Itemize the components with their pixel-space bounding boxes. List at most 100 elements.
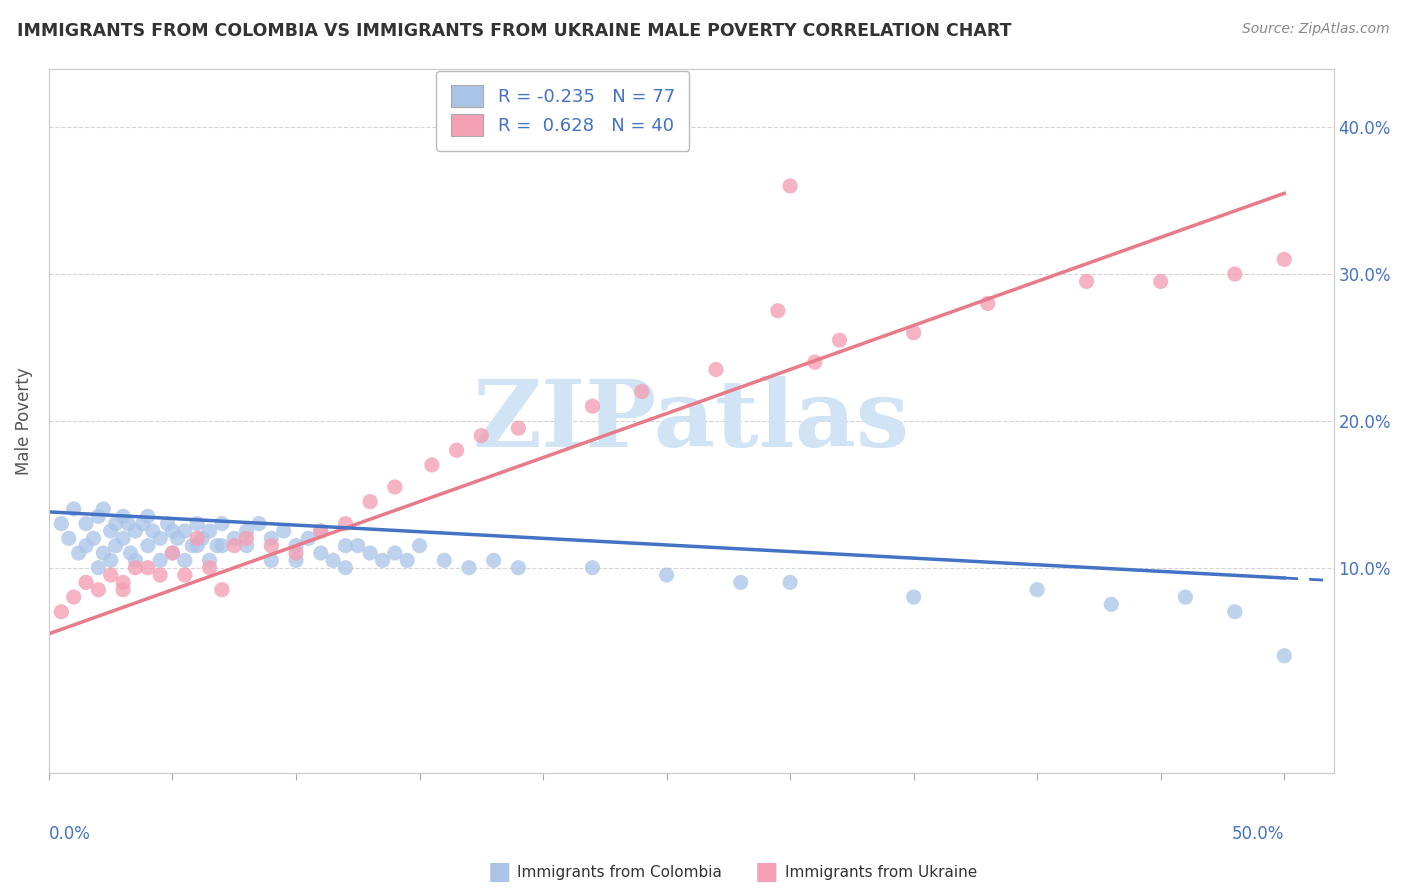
Point xyxy=(136,539,159,553)
Point xyxy=(335,516,357,531)
Point xyxy=(186,539,208,553)
Point xyxy=(166,532,188,546)
Point xyxy=(104,516,127,531)
Point xyxy=(142,524,165,538)
Point xyxy=(766,303,789,318)
Point xyxy=(124,560,146,574)
Point xyxy=(396,553,419,567)
Point xyxy=(136,560,159,574)
Point xyxy=(631,384,654,399)
Point xyxy=(384,546,406,560)
Point xyxy=(149,532,172,546)
Point xyxy=(211,516,233,531)
Point xyxy=(346,539,368,553)
Point xyxy=(420,458,443,472)
Point xyxy=(371,553,394,567)
Point xyxy=(309,524,332,538)
Point xyxy=(309,524,332,538)
Point xyxy=(828,333,851,347)
Point xyxy=(508,421,530,435)
Point xyxy=(124,524,146,538)
Point xyxy=(285,553,308,567)
Point xyxy=(51,516,73,531)
Point xyxy=(285,546,308,560)
Point xyxy=(162,546,184,560)
Point xyxy=(335,539,357,553)
Text: 50.0%: 50.0% xyxy=(1232,824,1284,843)
Point xyxy=(285,539,308,553)
Point xyxy=(173,568,195,582)
Point xyxy=(198,524,221,538)
Point xyxy=(730,575,752,590)
Text: 0.0%: 0.0% xyxy=(49,824,91,843)
Point xyxy=(112,582,135,597)
Point xyxy=(704,362,727,376)
Point xyxy=(359,546,381,560)
Point xyxy=(112,575,135,590)
Point xyxy=(51,605,73,619)
Point xyxy=(235,532,257,546)
Point xyxy=(120,546,142,560)
Text: IMMIGRANTS FROM COLOMBIA VS IMMIGRANTS FROM UKRAINE MALE POVERTY CORRELATION CHA: IMMIGRANTS FROM COLOMBIA VS IMMIGRANTS F… xyxy=(17,22,1011,40)
Point xyxy=(75,516,97,531)
Point xyxy=(581,399,603,413)
Point xyxy=(322,553,344,567)
Text: ■: ■ xyxy=(755,861,778,884)
Point xyxy=(482,553,505,567)
Point xyxy=(100,568,122,582)
Point xyxy=(359,494,381,508)
Point xyxy=(779,178,801,193)
Point xyxy=(104,539,127,553)
Point xyxy=(112,532,135,546)
Point xyxy=(173,553,195,567)
Point xyxy=(508,560,530,574)
Point xyxy=(224,532,246,546)
Point xyxy=(132,516,155,531)
Point xyxy=(117,516,139,531)
Point xyxy=(162,524,184,538)
Point xyxy=(260,553,283,567)
Point xyxy=(1272,252,1295,267)
Text: Immigrants from Ukraine: Immigrants from Ukraine xyxy=(785,865,977,880)
Point xyxy=(62,502,84,516)
Point xyxy=(156,516,179,531)
Point xyxy=(581,560,603,574)
Point xyxy=(247,516,270,531)
Point xyxy=(162,546,184,560)
Point xyxy=(903,590,925,604)
Point xyxy=(235,524,257,538)
Point xyxy=(186,516,208,531)
Point xyxy=(1223,605,1246,619)
Point xyxy=(297,532,319,546)
Point xyxy=(82,532,104,546)
Point xyxy=(335,560,357,574)
Point xyxy=(67,546,90,560)
Point xyxy=(100,553,122,567)
Point xyxy=(977,296,1000,310)
Point xyxy=(91,546,114,560)
Legend: R = -0.235   N = 77, R =  0.628   N = 40: R = -0.235 N = 77, R = 0.628 N = 40 xyxy=(436,70,689,151)
Point xyxy=(260,539,283,553)
Point xyxy=(260,532,283,546)
Point xyxy=(903,326,925,340)
Point xyxy=(273,524,295,538)
Point xyxy=(149,553,172,567)
Point xyxy=(91,502,114,516)
Point xyxy=(1223,267,1246,281)
Point xyxy=(1076,274,1098,288)
Text: Source: ZipAtlas.com: Source: ZipAtlas.com xyxy=(1241,22,1389,37)
Point xyxy=(211,539,233,553)
Point xyxy=(458,560,481,574)
Text: Immigrants from Colombia: Immigrants from Colombia xyxy=(517,865,723,880)
Point xyxy=(62,590,84,604)
Point xyxy=(408,539,430,553)
Y-axis label: Male Poverty: Male Poverty xyxy=(15,368,32,475)
Text: ZIPatlas: ZIPatlas xyxy=(472,376,910,466)
Point xyxy=(1099,598,1122,612)
Point xyxy=(173,524,195,538)
Point xyxy=(136,509,159,524)
Point xyxy=(1150,274,1173,288)
Point xyxy=(58,532,80,546)
Point xyxy=(100,524,122,538)
Point xyxy=(433,553,456,567)
